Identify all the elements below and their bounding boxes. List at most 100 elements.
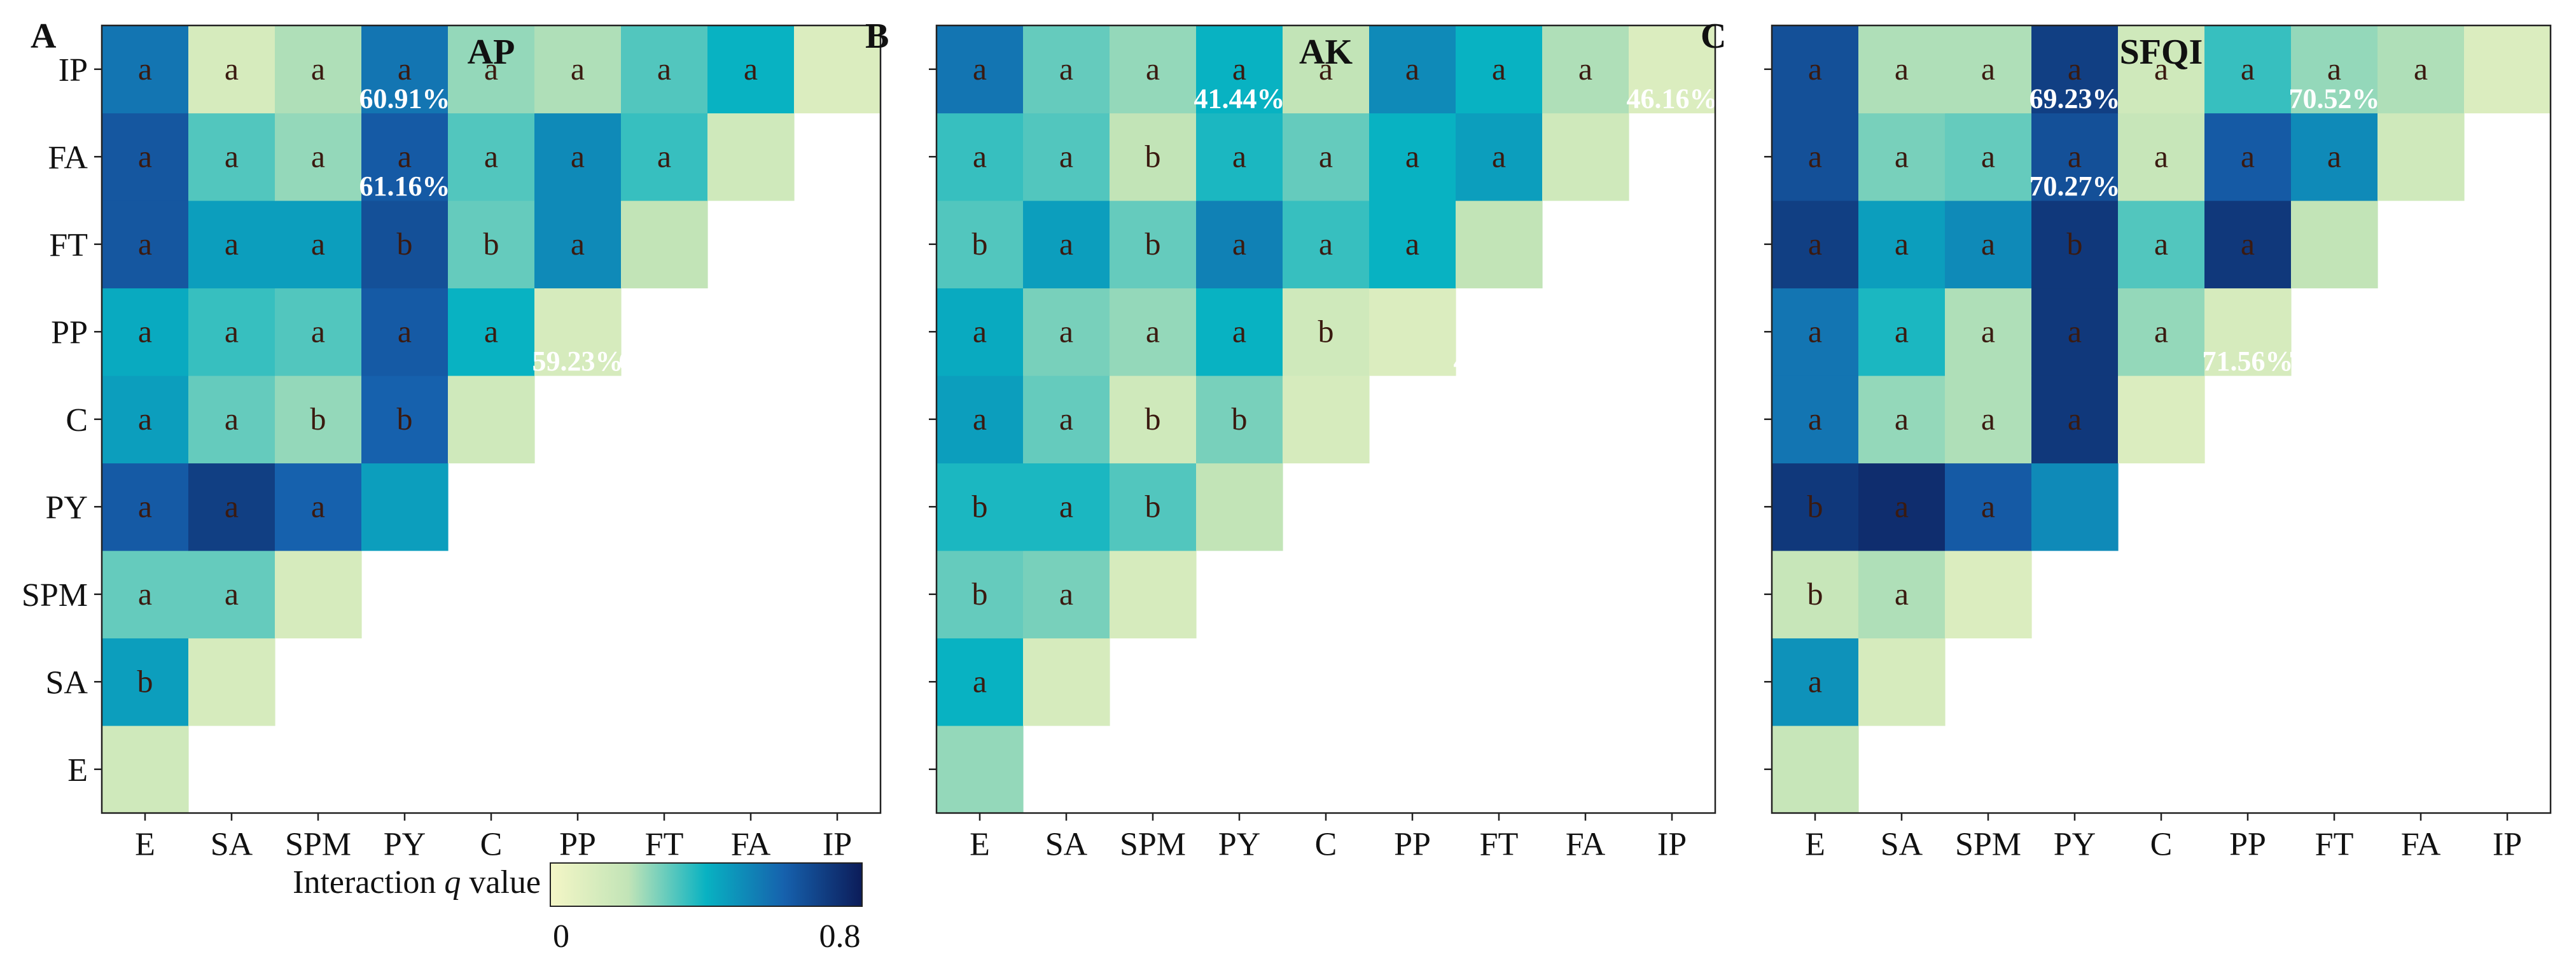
colorbar-gradient — [550, 862, 863, 907]
heatmap-cell-FT-SPM — [1110, 200, 1197, 289]
heatmap-cell-SA-SA — [1023, 638, 1110, 726]
heatmap-cell-SPM-SPM — [1945, 551, 2032, 639]
heatmap-cell-SPM-E — [102, 551, 189, 639]
heatmap-cell-IP-FA — [2378, 25, 2465, 114]
heatmap-cell-FA-FT — [1456, 113, 1543, 201]
significance-letter: b — [972, 576, 988, 612]
significance-letter: a — [1319, 51, 1333, 87]
x-tick-label: IP — [823, 827, 852, 863]
y-tick-label: FT — [49, 227, 88, 263]
heatmap-cell-C-C — [2118, 375, 2205, 464]
significance-letter: a — [1808, 313, 1822, 349]
significance-letter: a — [398, 51, 412, 87]
heatmap-cell-FA-FA — [707, 113, 795, 201]
heatmap-cell-SPM-E — [1772, 551, 1859, 639]
x-tick-label: SA — [1045, 827, 1088, 863]
significance-letter: a — [138, 488, 152, 524]
heatmap-cell-FT-E — [936, 200, 1024, 289]
panel-title: SFQI — [2120, 32, 2203, 72]
significance-letter: a — [1232, 138, 1246, 174]
heatmap-cell-IP-PP — [1369, 25, 1456, 114]
heatmap-cell-IP-C — [1283, 25, 1370, 114]
significance-letter: a — [1808, 401, 1822, 437]
heatmap-cell-FT-PY — [361, 200, 449, 289]
heatmap-cell-PY-E — [1772, 463, 1859, 551]
panel-letter: B — [865, 17, 889, 56]
significance-letter: a — [2327, 138, 2341, 174]
percent-annotation: 59.4% — [713, 346, 790, 377]
heatmap-cell-PP-E — [936, 288, 1024, 376]
significance-letter: b — [1807, 576, 1823, 612]
significance-letter: a — [1981, 226, 1995, 262]
significance-letter: a — [1895, 401, 1909, 437]
heatmap-cell-PP-SPM — [1110, 288, 1197, 376]
heatmap-cell-PP-SPM — [1945, 288, 2032, 376]
colorbar: Interaction q value 0 0.8 — [293, 862, 863, 955]
significance-letter: a — [1895, 488, 1909, 524]
significance-letter: a — [1895, 313, 1909, 349]
heatmap-cell-FA-PP — [534, 113, 622, 201]
heatmap-cell-IP-PP — [534, 25, 622, 114]
x-tick-label: PY — [384, 827, 426, 863]
significance-letter: a — [973, 663, 987, 699]
heatmap-cell-C-SA — [1858, 375, 1946, 464]
heatmap-cell-PP-E — [102, 288, 189, 376]
x-tick-label: FA — [731, 827, 771, 863]
heatmap-cell-FA-FT — [2291, 113, 2378, 201]
heatmap-cell-SPM-E — [936, 551, 1024, 639]
heatmap-cell-IP-SA — [1023, 25, 1110, 114]
heatmap-cell-C-C — [1283, 375, 1370, 464]
heatmap-cell-PP-PY — [361, 288, 449, 376]
y-tick-label: SPM — [22, 577, 88, 614]
heatmap-cell-C-SA — [188, 375, 275, 464]
significance-letter: a — [484, 138, 498, 174]
heatmap-cell-FT-PY — [1196, 200, 1283, 289]
heatmap-cell-SA-E — [1772, 638, 1859, 726]
colorbar-label-q: q — [444, 864, 461, 901]
heatmap-cell-E-E — [936, 726, 1024, 814]
heatmap-cell-FA-PY — [2031, 113, 2119, 201]
significance-letter: a — [225, 313, 239, 349]
significance-letter: a — [1981, 401, 1995, 437]
percent-annotation: 61.16% — [359, 171, 450, 202]
percent-annotation: 41.44% — [1194, 83, 1285, 115]
y-tick-label: FA — [48, 139, 88, 176]
significance-letter: a — [1059, 313, 1073, 349]
heatmap-cell-FA-PY — [1196, 113, 1283, 201]
significance-letter: a — [138, 51, 152, 87]
heatmap-cell-IP-PY — [1196, 25, 1283, 114]
heatmap-cell-IP-SA — [1858, 25, 1946, 114]
heatmap-cell-PP-PY — [1196, 288, 1283, 376]
heatmap-cell-IP-E — [1772, 25, 1859, 114]
significance-letter: a — [1981, 138, 1995, 174]
significance-letter: a — [1059, 51, 1073, 87]
heatmap-cell-E-E — [102, 726, 189, 814]
heatmap-cell-IP-IP — [2464, 25, 2551, 114]
y-tick-label: IP — [59, 52, 88, 88]
heatmap-cell-FT-E — [1772, 200, 1859, 289]
heatmap-cell-FT-FT — [1456, 200, 1543, 289]
x-tick-label: PY — [2054, 827, 2096, 863]
significance-letter: a — [1981, 313, 1995, 349]
x-tick-label: PP — [2229, 827, 2266, 863]
heatmap-cell-C-SPM — [275, 375, 362, 464]
significance-letter: a — [225, 51, 239, 87]
heatmap-cell-IP-IP — [1629, 25, 1716, 114]
heatmap-cell-C-PY — [2031, 375, 2119, 464]
heatmap-cell-C-E — [1772, 375, 1859, 464]
significance-letter: a — [2154, 226, 2168, 262]
heatmap-cell-PP-SA — [188, 288, 275, 376]
significance-letter: a — [1808, 51, 1822, 87]
heatmap-cell-FA-SPM — [1945, 113, 2032, 201]
significance-letter: a — [1895, 138, 1909, 174]
significance-letter: a — [1059, 138, 1073, 174]
heatmap-cell-SPM-SA — [1858, 551, 1946, 639]
significance-letter: b — [2067, 226, 2083, 262]
x-tick-label: SPM — [1955, 827, 2021, 863]
colorbar-label-prefix: Interaction — [293, 864, 444, 901]
heatmap-cell-C-E — [102, 375, 189, 464]
heatmap-cell-PY-SA — [1858, 463, 1946, 551]
significance-letter: a — [398, 138, 412, 174]
significance-letter: a — [1405, 51, 1419, 87]
x-tick-label: PP — [1394, 827, 1431, 863]
